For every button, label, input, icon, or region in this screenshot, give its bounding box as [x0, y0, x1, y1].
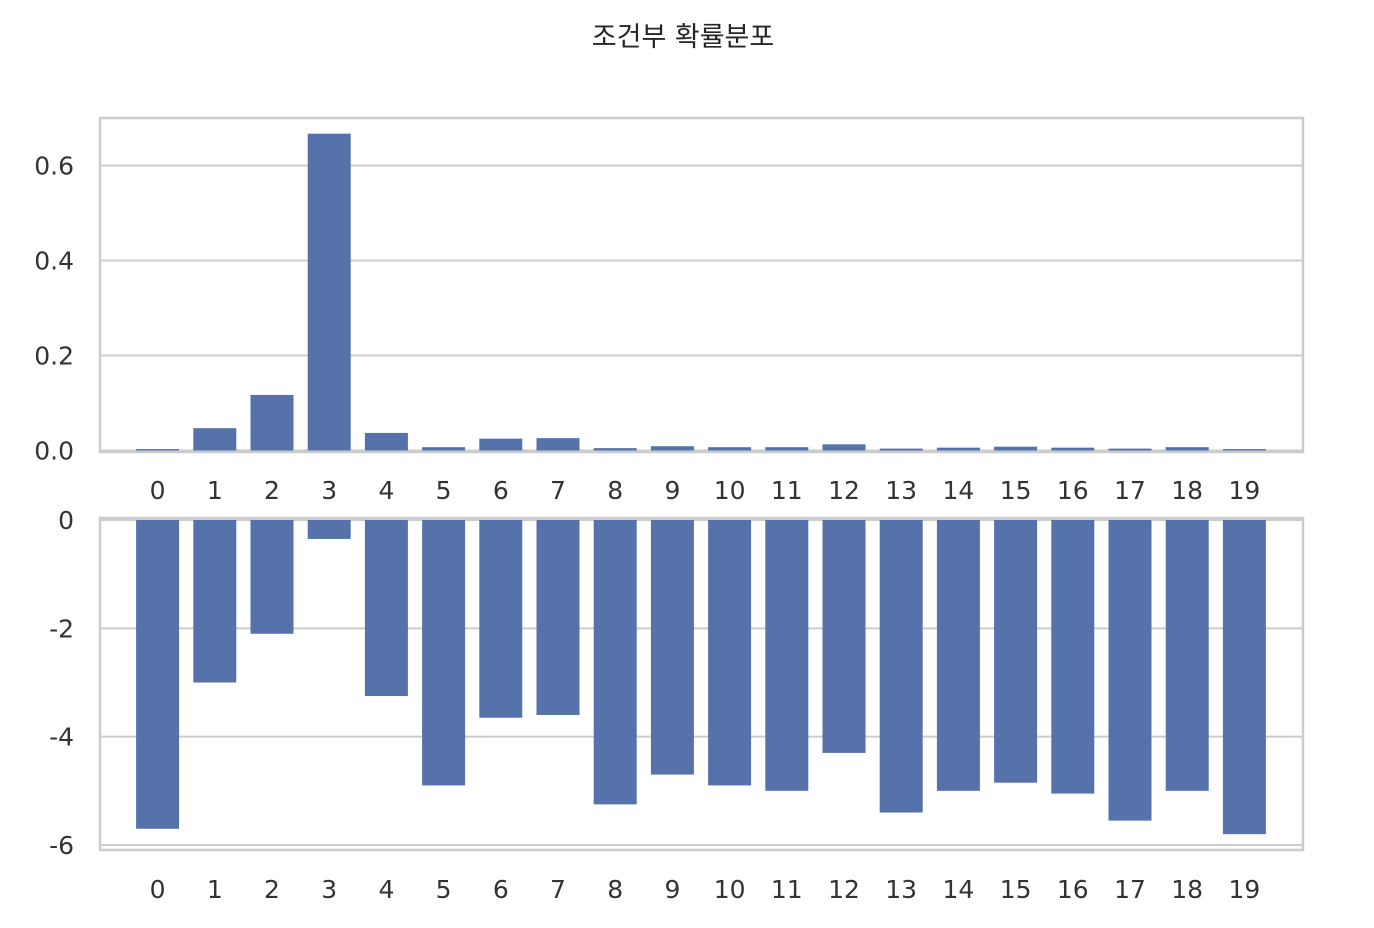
bar: [307, 520, 351, 539]
x-tick-label: 19: [1228, 875, 1260, 904]
x-tick-label: 14: [942, 476, 974, 505]
bar: [593, 520, 637, 805]
bar: [650, 446, 694, 451]
x-tick-label: 2: [264, 875, 280, 904]
bar: [136, 520, 180, 829]
bar: [765, 447, 809, 451]
x-tick-label: 5: [436, 875, 452, 904]
x-tick-label: 4: [378, 875, 394, 904]
x-tick-label: 0: [150, 476, 166, 505]
bar: [422, 447, 466, 451]
x-tick-label: 10: [714, 476, 746, 505]
x-tick-label: 4: [378, 476, 394, 505]
bar: [193, 428, 237, 451]
bar: [1222, 520, 1266, 835]
bar: [479, 520, 523, 718]
bar: [765, 520, 809, 791]
x-tick-label: 18: [1171, 875, 1203, 904]
bar: [879, 520, 923, 813]
bar: [650, 520, 694, 775]
y-tick-label: 0.6: [34, 152, 74, 181]
bar: [1165, 447, 1209, 451]
x-tick-label: 13: [885, 476, 917, 505]
y-tick-label: 0.4: [34, 247, 74, 276]
bar: [936, 447, 980, 451]
x-tick-label: 1: [207, 875, 223, 904]
bar: [136, 449, 180, 451]
x-tick-label: 8: [607, 476, 623, 505]
x-tick-label: 15: [1000, 875, 1032, 904]
y-tick-label: 0: [58, 506, 74, 535]
bottom-panel: 0-2-4-60 1 2 3 4 5 6 7 8 9 10 11 12 13 14 15 16 17 18 19: [49, 506, 1305, 904]
bar: [822, 520, 866, 753]
y-tick-label: 0.0: [34, 437, 74, 466]
x-tick-label: 9: [664, 476, 680, 505]
x-tick-label: 3: [321, 875, 337, 904]
x-tick-label: 10: [714, 875, 746, 904]
x-tick-label: 17: [1114, 476, 1146, 505]
bar: [1108, 448, 1152, 451]
x-tick-label: 0: [150, 875, 166, 904]
x-tick-label: 18: [1171, 476, 1203, 505]
bar: [994, 446, 1038, 451]
bar: [364, 520, 408, 697]
x-tick-label: 12: [828, 476, 860, 505]
x-tick-label: 12: [828, 875, 860, 904]
bar: [364, 432, 408, 451]
bar: [307, 133, 351, 451]
x-tick-label: 19: [1228, 476, 1260, 505]
x-tick-label: 6: [493, 476, 509, 505]
bar: [708, 447, 752, 451]
plot-frame: [98, 516, 1305, 852]
y-tick-label: -4: [49, 723, 74, 752]
y-tick-label: 0.2: [34, 342, 74, 371]
x-tick-label: 11: [771, 875, 803, 904]
x-tick-label: 1: [207, 476, 223, 505]
bar: [536, 520, 580, 715]
x-tick-label: 17: [1114, 875, 1146, 904]
bar: [822, 444, 866, 451]
bar: [994, 520, 1038, 783]
bar: [250, 520, 294, 634]
top-panel: 0.00.20.40.60 1 2 3 4 5 6 7 8 9 10 11 12 13 14 15 16 17 18…: [34, 116, 1305, 505]
x-tick-label: 6: [493, 875, 509, 904]
x-tick-label: 15: [1000, 476, 1032, 505]
bar: [1051, 447, 1095, 451]
bar: [936, 520, 980, 791]
chart-title: 조건부 확률분포: [592, 22, 774, 53]
x-tick-label: 7: [550, 476, 566, 505]
bar: [193, 520, 237, 683]
x-tick-label: 16: [1057, 875, 1089, 904]
x-tick-label: 7: [550, 875, 566, 904]
bar: [1165, 520, 1209, 791]
bar: [250, 394, 294, 451]
x-tick-label: 16: [1057, 476, 1089, 505]
bar: [593, 448, 637, 451]
bar: [1108, 520, 1152, 821]
y-tick-label: -6: [49, 831, 74, 860]
x-tick-label: 8: [607, 875, 623, 904]
bar: [879, 448, 923, 451]
x-tick-label: 14: [942, 875, 974, 904]
x-tick-label: 9: [664, 875, 680, 904]
bar: [479, 438, 523, 451]
x-tick-label: 13: [885, 875, 917, 904]
x-tick-label: 2: [264, 476, 280, 505]
bar: [1222, 449, 1266, 451]
x-tick-label: 3: [321, 476, 337, 505]
x-tick-label: 5: [436, 476, 452, 505]
bar: [1051, 520, 1095, 794]
plot-frame: [98, 116, 1305, 454]
bar: [536, 438, 580, 451]
x-tick-label: 11: [771, 476, 803, 505]
bar: [422, 520, 466, 786]
y-tick-label: -2: [49, 614, 74, 643]
bar: [708, 520, 752, 786]
